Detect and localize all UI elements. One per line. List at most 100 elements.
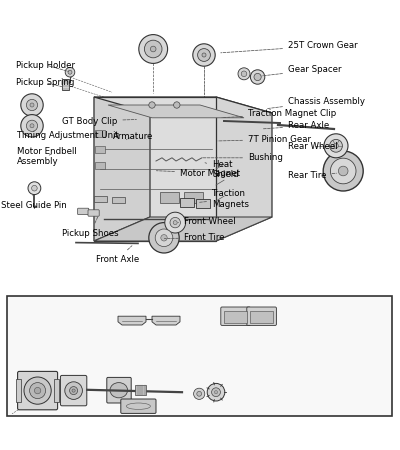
Bar — [196, 199, 210, 208]
Text: Steel Guide Pin: Steel Guide Pin — [1, 195, 66, 210]
Circle shape — [174, 102, 180, 108]
Circle shape — [330, 158, 356, 184]
Text: Pickup Shoes: Pickup Shoes — [62, 216, 119, 238]
Bar — [135, 385, 146, 395]
Circle shape — [250, 70, 265, 84]
Circle shape — [197, 392, 202, 396]
Circle shape — [202, 53, 206, 57]
FancyBboxPatch shape — [221, 307, 250, 325]
Circle shape — [214, 391, 218, 394]
Text: Motor Magnet: Motor Magnet — [156, 168, 240, 177]
Bar — [184, 192, 203, 203]
Circle shape — [238, 68, 250, 80]
Text: 25T Crown Gear: 25T Crown Gear — [221, 41, 358, 53]
FancyBboxPatch shape — [247, 307, 276, 325]
Circle shape — [34, 387, 41, 394]
Circle shape — [198, 49, 210, 61]
Circle shape — [254, 73, 261, 81]
Circle shape — [72, 389, 75, 392]
Bar — [112, 197, 125, 203]
Polygon shape — [94, 217, 272, 241]
Text: Rear Wheel: Rear Wheel — [288, 142, 338, 151]
FancyBboxPatch shape — [88, 210, 99, 216]
Text: Pickup Spring: Pickup Spring — [16, 78, 74, 87]
Text: Timing Adjustment Unit: Timing Adjustment Unit — [17, 131, 119, 140]
Circle shape — [194, 388, 205, 400]
Circle shape — [26, 99, 38, 111]
Circle shape — [149, 223, 179, 253]
Circle shape — [65, 382, 82, 400]
Circle shape — [173, 220, 177, 225]
Circle shape — [139, 35, 168, 63]
Circle shape — [26, 120, 38, 131]
Circle shape — [323, 151, 363, 191]
Polygon shape — [94, 97, 216, 241]
Text: Rear Axle: Rear Axle — [263, 122, 329, 130]
Polygon shape — [94, 97, 150, 241]
Circle shape — [207, 383, 225, 401]
Bar — [95, 130, 105, 137]
Text: Front Wheel: Front Wheel — [178, 216, 236, 225]
Circle shape — [338, 166, 348, 176]
Text: Pickup Holder: Pickup Holder — [16, 60, 75, 72]
Circle shape — [150, 46, 156, 52]
Text: Traction Magnet Clip: Traction Magnet Clip — [222, 109, 336, 118]
FancyBboxPatch shape — [7, 296, 392, 416]
Text: Heat
Shield: Heat Shield — [205, 160, 239, 180]
Polygon shape — [118, 316, 146, 325]
Circle shape — [241, 71, 247, 76]
FancyBboxPatch shape — [121, 399, 156, 414]
FancyBboxPatch shape — [60, 375, 87, 406]
Bar — [16, 379, 21, 402]
Bar — [224, 311, 247, 323]
Circle shape — [330, 140, 342, 152]
Text: 7T Pinion Gear: 7T Pinion Gear — [218, 135, 311, 144]
Polygon shape — [152, 316, 180, 325]
Circle shape — [24, 377, 51, 404]
Circle shape — [193, 44, 215, 66]
Polygon shape — [108, 105, 244, 118]
Circle shape — [65, 68, 75, 77]
Circle shape — [30, 382, 46, 399]
Bar — [250, 311, 273, 323]
Text: Traction
Magnets: Traction Magnets — [200, 189, 249, 209]
Circle shape — [149, 102, 155, 108]
FancyBboxPatch shape — [18, 371, 58, 410]
Bar — [160, 192, 179, 203]
Polygon shape — [216, 97, 272, 241]
Circle shape — [21, 115, 43, 137]
Text: Front Tire: Front Tire — [164, 233, 224, 242]
Text: Motor Endbell
Assembly: Motor Endbell Assembly — [17, 147, 76, 166]
FancyBboxPatch shape — [107, 378, 131, 403]
Circle shape — [212, 388, 220, 396]
Circle shape — [165, 212, 186, 233]
Text: Armature: Armature — [113, 132, 153, 141]
Text: GT Body Clip: GT Body Clip — [62, 117, 136, 126]
Circle shape — [32, 185, 37, 191]
Circle shape — [170, 217, 180, 228]
Circle shape — [28, 182, 41, 194]
Bar — [54, 379, 59, 402]
Ellipse shape — [110, 382, 128, 398]
Text: Front Axle: Front Axle — [96, 246, 139, 264]
Circle shape — [144, 40, 162, 58]
Text: Bushing: Bushing — [202, 153, 283, 162]
Circle shape — [70, 387, 78, 395]
Circle shape — [30, 124, 34, 128]
FancyBboxPatch shape — [78, 208, 89, 215]
Bar — [94, 196, 107, 202]
Circle shape — [334, 144, 338, 148]
Polygon shape — [94, 97, 272, 113]
Circle shape — [30, 103, 34, 107]
Text: Rear Tire: Rear Tire — [288, 171, 336, 180]
Text: Chassis Assembly: Chassis Assembly — [267, 96, 365, 108]
Circle shape — [161, 234, 167, 241]
Bar — [95, 162, 105, 169]
Bar — [180, 198, 194, 207]
Circle shape — [324, 134, 348, 158]
Bar — [95, 146, 105, 153]
Circle shape — [21, 94, 43, 116]
Circle shape — [155, 229, 173, 247]
Text: Gear Spacer: Gear Spacer — [262, 65, 342, 76]
Bar — [62, 79, 69, 90]
